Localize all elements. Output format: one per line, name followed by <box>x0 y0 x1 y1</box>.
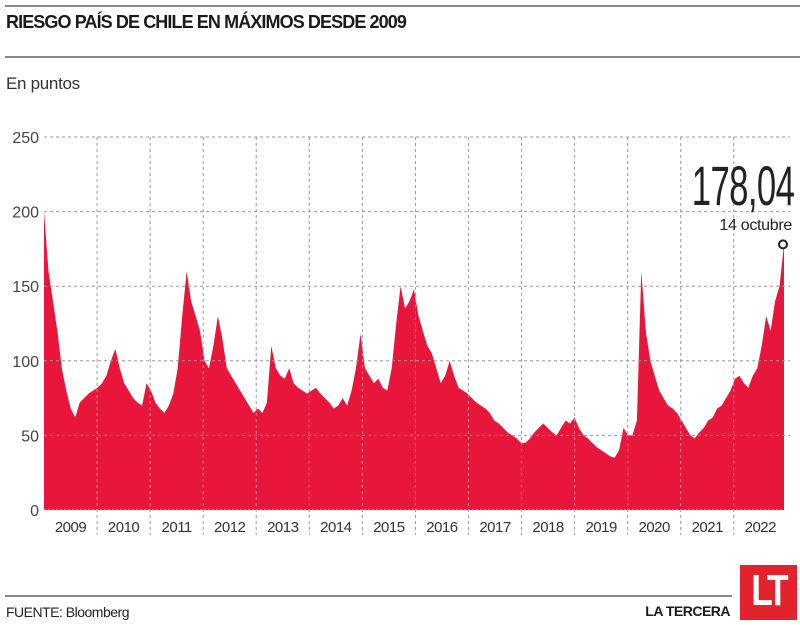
area-chart: 0 50 100 150 200 250 2009 2010 2011 2012 2013 2014 2… <box>12 130 790 536</box>
y-tick-label: 250 <box>12 130 39 147</box>
source-name: Bloomberg <box>65 604 130 620</box>
latest-point-marker <box>778 239 788 250</box>
latest-value: 178,04 <box>691 154 795 217</box>
footer-rule <box>5 595 732 597</box>
y-tick-label: 200 <box>12 205 39 222</box>
x-tick-label: 2019 <box>585 519 617 536</box>
top-rule <box>5 5 800 7</box>
x-tick-label: 2012 <box>214 519 246 536</box>
y-tick-label: 0 <box>30 503 39 520</box>
y-tick-label: 150 <box>12 279 39 296</box>
x-tick-label: 2016 <box>426 519 458 536</box>
x-tick-label: 2011 <box>162 519 192 536</box>
y-tick-label: 50 <box>21 428 39 445</box>
x-tick-label: 2020 <box>639 519 671 536</box>
source-note: FUENTE: Bloomberg <box>6 604 129 620</box>
unit-label: En puntos <box>6 74 80 93</box>
la-tercera-logo: LT <box>740 565 797 620</box>
x-tick-label: 2013 <box>267 519 299 536</box>
x-tick-label: 2015 <box>373 519 405 536</box>
x-tick-label: 2022 <box>745 519 777 536</box>
source-label: FUENTE: <box>6 604 63 620</box>
logo-text: LT <box>751 566 789 615</box>
chart-title: RIESGO PAÍS DE CHILE EN MÁXIMOS DESDE 20… <box>6 12 407 32</box>
title-rule <box>5 56 800 58</box>
brand-name: LA TERCERA <box>645 603 730 619</box>
x-tick-label: 2010 <box>108 519 140 536</box>
latest-date: 14 octubre <box>719 217 792 234</box>
x-tick-label: 2017 <box>479 519 511 536</box>
y-tick-label: 100 <box>12 354 39 371</box>
x-tick-label: 2014 <box>320 519 352 536</box>
area-series <box>44 211 784 510</box>
x-tick-label: 2018 <box>532 519 564 536</box>
x-tick-label: 2009 <box>55 519 87 536</box>
x-tick-label: 2021 <box>692 519 724 536</box>
